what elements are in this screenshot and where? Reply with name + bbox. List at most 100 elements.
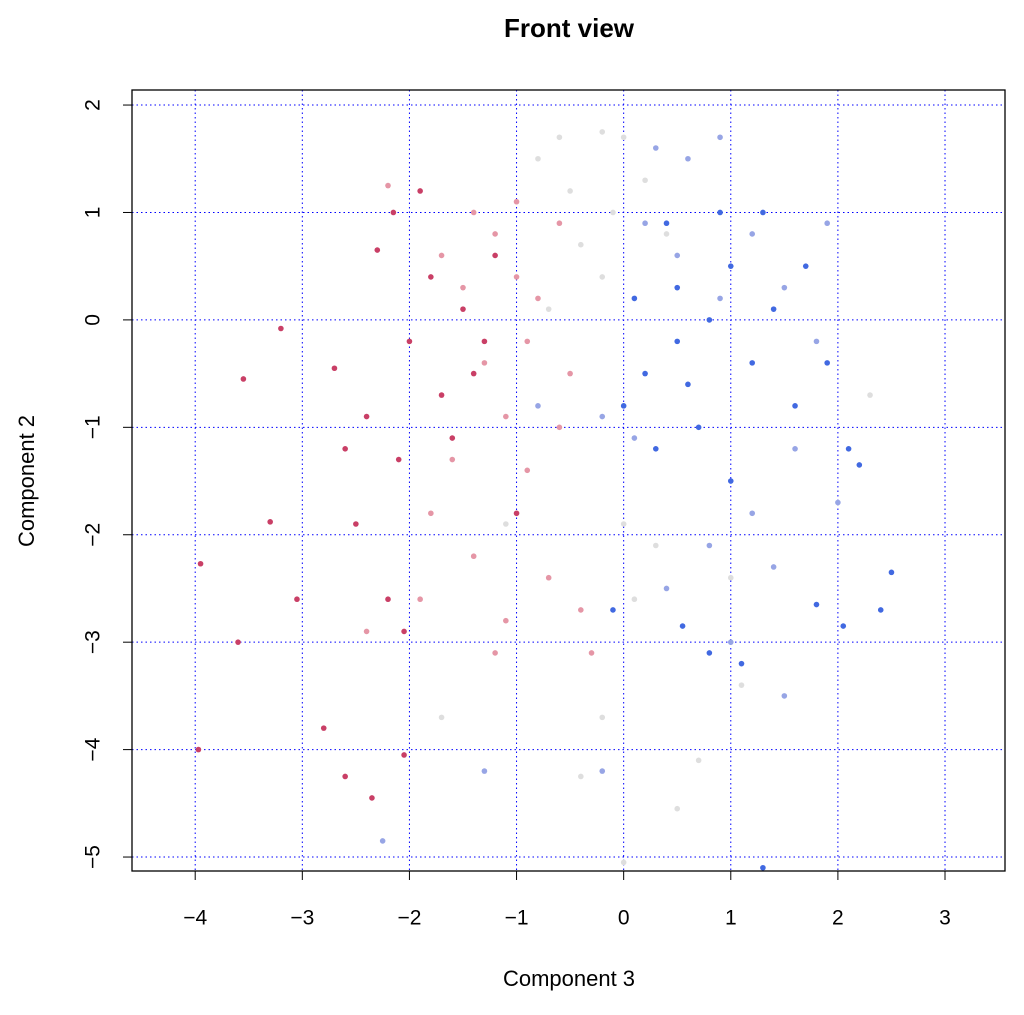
- point: [470, 209, 477, 216]
- point: [385, 182, 391, 189]
- point: [363, 413, 370, 420]
- point: [599, 413, 606, 420]
- point: [545, 574, 552, 581]
- point: [513, 198, 520, 205]
- point: [663, 231, 670, 237]
- point: [867, 392, 873, 398]
- point: [717, 134, 723, 141]
- point: [470, 370, 477, 377]
- point: [824, 220, 830, 227]
- point: [513, 510, 520, 517]
- point: [331, 365, 338, 372]
- point: [653, 446, 659, 452]
- point: [428, 510, 434, 517]
- point: [727, 639, 734, 645]
- y-tick-label: 1: [82, 207, 105, 219]
- point: [353, 521, 359, 527]
- point: [556, 424, 563, 431]
- point: [717, 209, 723, 216]
- point: [481, 338, 488, 345]
- point: [727, 478, 734, 484]
- y-tick-label: −1: [82, 415, 105, 439]
- y-tick-label: 0: [82, 314, 105, 326]
- point: [738, 660, 745, 667]
- point: [760, 209, 766, 216]
- point: [438, 392, 445, 398]
- point: [824, 360, 830, 366]
- point: [240, 376, 247, 382]
- point: [342, 773, 348, 780]
- y-tick-label: −4: [82, 737, 105, 761]
- point: [556, 220, 563, 227]
- point: [503, 521, 509, 527]
- point: [449, 456, 456, 463]
- point: [492, 650, 498, 656]
- point: [599, 714, 606, 721]
- x-tick-label: 3: [939, 907, 951, 930]
- point: [197, 560, 204, 567]
- point: [706, 650, 713, 656]
- point: [369, 795, 375, 801]
- point: [674, 805, 681, 812]
- point: [760, 864, 766, 871]
- point: [685, 155, 691, 162]
- point: [503, 617, 509, 624]
- point: [663, 220, 670, 227]
- point: [717, 295, 723, 302]
- y-tick-label: −5: [82, 845, 105, 869]
- point: [781, 284, 788, 291]
- point: [470, 553, 477, 560]
- point: [663, 585, 670, 592]
- point: [395, 456, 402, 463]
- point: [460, 284, 466, 291]
- point: [813, 601, 820, 608]
- point: [599, 129, 606, 135]
- y-tick-label: −2: [82, 523, 105, 547]
- point: [492, 231, 498, 237]
- point: [840, 623, 847, 629]
- point: [620, 134, 627, 141]
- point: [406, 338, 413, 345]
- point: [877, 607, 884, 613]
- plot-frame: [131, 89, 1006, 872]
- point: [642, 220, 648, 227]
- point: [320, 725, 327, 731]
- point: [267, 519, 273, 525]
- point: [401, 628, 407, 635]
- y-tick-label: 2: [82, 99, 105, 111]
- point: [503, 413, 509, 420]
- point: [888, 569, 895, 576]
- point: [195, 746, 202, 753]
- y-tick-label: −3: [82, 630, 105, 654]
- point: [631, 295, 638, 302]
- point: [727, 263, 734, 269]
- point: [610, 607, 616, 613]
- point: [449, 435, 456, 441]
- point: [556, 134, 563, 141]
- point: [588, 650, 595, 656]
- x-tick-label: −1: [505, 907, 529, 930]
- point: [578, 607, 584, 613]
- x-tick-label: 1: [725, 907, 737, 930]
- point: [513, 274, 520, 280]
- point: [835, 499, 841, 506]
- point: [631, 596, 638, 603]
- point: [653, 145, 659, 151]
- point: [727, 574, 734, 581]
- x-tick-label: 0: [618, 907, 630, 930]
- point: [620, 859, 627, 866]
- point: [567, 188, 573, 194]
- point: [535, 295, 541, 302]
- point: [749, 510, 756, 517]
- chart-title: Front view: [504, 13, 635, 43]
- point: [770, 564, 777, 570]
- point: [706, 317, 713, 323]
- point: [770, 306, 777, 312]
- point: [545, 306, 552, 312]
- point: [792, 403, 798, 409]
- point: [374, 247, 381, 253]
- point: [342, 446, 348, 452]
- point: [620, 403, 627, 409]
- point: [535, 155, 541, 162]
